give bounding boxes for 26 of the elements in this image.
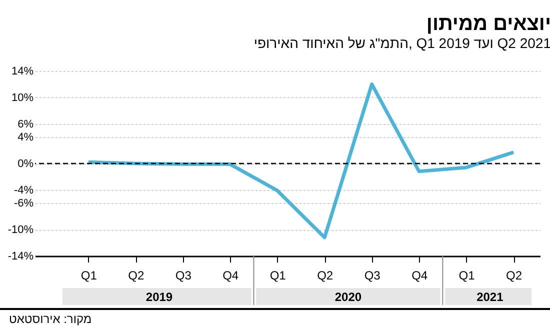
chart-title: יוצאים ממיתון <box>426 13 550 35</box>
x-tick-label: Q2 <box>128 268 144 282</box>
text: מקור: אירוסטאט <box>9 312 92 326</box>
y-tick-label: 4% <box>18 132 34 144</box>
x-tick-label: Q1 <box>270 268 286 282</box>
y-tick-label: 14% <box>11 66 34 78</box>
text: 2020 <box>334 290 362 304</box>
x-tick-label: Q3 <box>364 268 381 282</box>
chart-subtitle: התמ"ג של האיחוד האירופי, Q1 2019 ועד Q2 2021 <box>254 35 550 51</box>
y-tick-label: 6% <box>18 118 34 130</box>
x-tick-label: Q4 <box>412 268 428 282</box>
x-tick-label: Q3 <box>175 268 192 282</box>
line-series <box>86 82 516 240</box>
y-tick-label: -6% <box>14 198 34 210</box>
text: 2019 <box>146 290 173 304</box>
x-tick-label: Q2 <box>506 268 522 282</box>
x-tick-label: Q1 <box>80 268 98 282</box>
text: 2021 <box>476 290 504 304</box>
y-tick-label: 10% <box>11 92 34 104</box>
x-tick-label: Q2 <box>317 268 334 282</box>
x-tick-label: Q4 <box>222 268 239 282</box>
y-tick-label: 0% <box>18 158 34 170</box>
x-tick-label: Q1 <box>458 268 476 282</box>
y-tick-label: -4% <box>14 184 34 196</box>
y-tick-label: -10% <box>8 224 34 236</box>
y-tick-label: -14% <box>8 250 34 262</box>
